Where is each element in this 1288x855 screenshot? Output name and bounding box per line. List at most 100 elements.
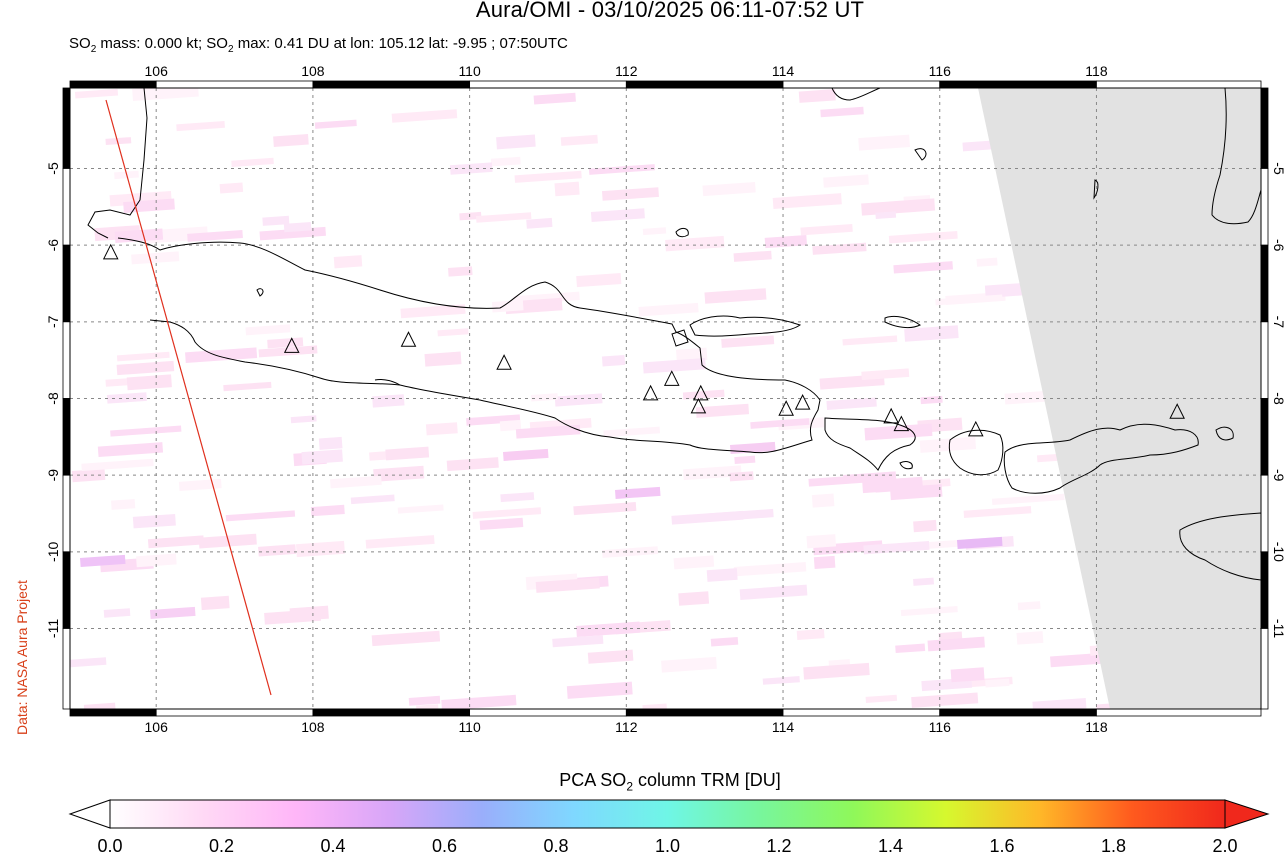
coast-islet-d xyxy=(374,379,401,386)
so2-pixel xyxy=(683,465,742,481)
map-frame xyxy=(62,80,1269,717)
lat-tick-label-left: -7 xyxy=(45,315,61,328)
frame-segment-right xyxy=(1260,87,1269,169)
so2-pixel xyxy=(490,156,521,167)
coast-islet-b xyxy=(914,148,927,161)
so2-pixel xyxy=(642,227,667,236)
frame-segment-left xyxy=(62,628,71,710)
frame-segment-left xyxy=(62,168,71,246)
so2-pixel xyxy=(739,584,808,601)
frame-segment-bottom xyxy=(69,708,157,717)
so2-pixel xyxy=(812,242,867,255)
colorbar-tick-label: 1.2 xyxy=(766,836,791,855)
lat-tick-label-right: -9 xyxy=(1271,469,1287,482)
so2-pixel xyxy=(310,504,345,517)
so2-pixel xyxy=(803,662,870,680)
so2-pixel xyxy=(813,555,836,570)
so2-pixel xyxy=(861,198,936,216)
so2-pixel xyxy=(911,692,979,708)
so2-pixel xyxy=(702,181,756,197)
so2-pixel xyxy=(132,513,176,529)
lat-tick-label-right: -10 xyxy=(1271,542,1287,562)
frame-segment-bottom xyxy=(782,708,941,717)
frame-segment-right xyxy=(1260,474,1269,553)
so2-pixel xyxy=(437,328,469,337)
so2-pixel xyxy=(707,508,774,522)
lon-tick-label-bottom: 114 xyxy=(772,719,795,735)
so2-pixel xyxy=(865,694,898,703)
lon-tick-label-top: 108 xyxy=(301,63,325,79)
so2-pixel xyxy=(963,506,1032,519)
so2-pixel xyxy=(530,393,558,402)
so2-pixel xyxy=(111,499,136,510)
so2-pixel xyxy=(588,164,656,175)
so2-pixel xyxy=(371,630,441,647)
so2-pixel xyxy=(806,534,837,549)
map-plot-area xyxy=(70,88,1261,709)
volcano-icon xyxy=(283,337,300,353)
frame-segment-left xyxy=(62,321,71,399)
volcano-icon xyxy=(663,370,680,386)
lat-tick-label-left: -10 xyxy=(45,542,61,562)
so2-pixel xyxy=(295,540,345,558)
so2-pixel xyxy=(400,304,466,319)
coast-islet-karimunjawa xyxy=(675,227,689,238)
map-gridlines xyxy=(70,88,1261,709)
so2-pixel xyxy=(533,92,576,105)
colorbar-tick-label: 1.4 xyxy=(878,836,903,855)
so2-pixel xyxy=(258,544,297,557)
colorbar-title: PCA SO2 column TRM [DU] xyxy=(559,770,781,794)
so2-pixel xyxy=(772,193,842,210)
so2-pixel xyxy=(601,187,659,201)
so2-pixel xyxy=(673,555,715,570)
so2-pixel xyxy=(131,251,180,265)
lon-tick-label-bottom: 110 xyxy=(458,719,481,735)
frame-segment-top xyxy=(69,80,157,89)
so2-pixel xyxy=(110,425,182,437)
so2-pixel xyxy=(750,418,810,429)
map-title: Aura/OMI - 03/10/2025 06:11-07:52 UT xyxy=(475,0,865,22)
so2-pixel-elevated xyxy=(957,536,1003,549)
so2-pixel xyxy=(552,635,604,648)
so2-pixel xyxy=(706,568,738,582)
so2-pixel xyxy=(874,478,905,493)
so2-pixel xyxy=(823,174,869,188)
lat-tick-label-right: -7 xyxy=(1271,316,1287,329)
so2-pixel xyxy=(187,230,243,242)
coast-sulawesi-south xyxy=(1211,88,1261,225)
so2-pixel xyxy=(695,403,750,418)
coast-madura xyxy=(689,315,802,337)
so2-pixel xyxy=(219,182,244,194)
frame-segment-top xyxy=(469,80,627,89)
so2-pixel xyxy=(682,389,725,400)
lat-tick-label-right: -11 xyxy=(1271,619,1287,638)
lon-tick-label-top: 114 xyxy=(772,63,795,79)
so2-pixel xyxy=(935,294,1003,306)
so2-pixel xyxy=(301,449,343,465)
so2-pixel xyxy=(289,605,329,622)
so2-pixel xyxy=(372,394,405,408)
coast-islet-a xyxy=(256,288,264,297)
so2-pixel xyxy=(863,540,930,555)
frame-segment-right xyxy=(1260,628,1269,710)
frame-segment-bottom xyxy=(939,708,1097,717)
lat-tick-label-right: -8 xyxy=(1271,392,1287,405)
so2-pixel xyxy=(566,681,633,699)
so2-pixel xyxy=(132,88,199,102)
lat-tick-label-left: -6 xyxy=(45,239,61,252)
so2-pixel xyxy=(448,266,473,277)
frame-segment-left xyxy=(62,398,71,476)
lon-tick-label-top: 110 xyxy=(458,63,481,79)
so2-pixel xyxy=(704,288,767,304)
frame-segment-top xyxy=(782,80,941,89)
volcano-markers xyxy=(102,243,1185,437)
so2-pixel xyxy=(391,109,458,123)
frame-segment-top xyxy=(155,80,314,89)
colorbar-tick-label: 1.8 xyxy=(1101,836,1126,855)
so2-pixel xyxy=(318,436,343,450)
so2-pixel xyxy=(678,591,710,606)
coast-nusa-penida xyxy=(899,461,913,470)
so2-pixel xyxy=(913,577,935,586)
so2-pixel xyxy=(200,595,230,611)
so2-pixel xyxy=(526,217,553,229)
